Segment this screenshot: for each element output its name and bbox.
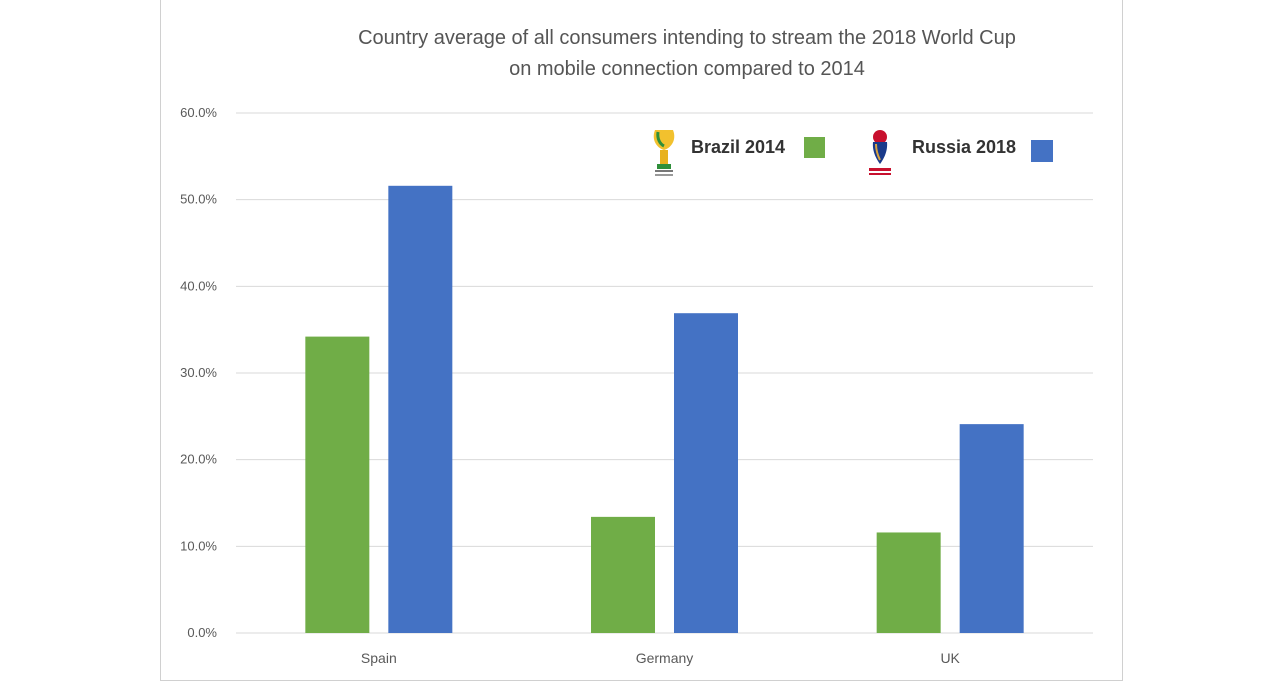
y-tick-label: 40.0% (180, 278, 217, 293)
chart-title-line-1: Country average of all consumers intendi… (358, 27, 1016, 49)
legend-swatch-russia-2018 (1031, 140, 1053, 162)
y-tick-label: 20.0% (180, 452, 217, 467)
y-tick-label: 10.0% (180, 538, 217, 553)
x-category-label-spain: Spain (361, 650, 397, 666)
bar-spain-russia-2018 (388, 185, 453, 634)
legend-label-russia-2018: Russia 2018 (912, 137, 1016, 157)
x-axis-category-labels: Spain Germany UK (361, 650, 961, 666)
chart-title-line-2: on mobile connection compared to 2014 (509, 58, 865, 80)
gridlines (236, 112, 1093, 634)
x-category-label-germany: Germany (636, 650, 694, 666)
bars (305, 185, 1024, 634)
legend: Brazil 2014 Russia 2018 (653, 130, 1053, 176)
bar-germany-russia-2018 (674, 313, 738, 633)
legend-label-brazil-2014: Brazil 2014 (691, 137, 785, 157)
y-tick-label: 0.0% (187, 625, 217, 640)
chart-frame: Country average of all consumers intendi… (160, 0, 1123, 681)
bar-uk-brazil-2014 (876, 532, 941, 633)
bar-uk-russia-2018 (959, 424, 1024, 633)
x-category-label-uk: UK (940, 650, 960, 666)
y-tick-label: 30.0% (180, 365, 217, 380)
brazil-2014-logo-icon (653, 130, 675, 176)
legend-swatch-brazil-2014 (804, 137, 825, 158)
bar-spain-brazil-2014 (305, 336, 370, 633)
chart-title: Country average of all consumers intendi… (358, 27, 1016, 80)
bar-germany-brazil-2014 (591, 516, 655, 633)
y-axis-tick-labels: 0.0% 10.0% 20.0% 30.0% 40.0% 50.0% 60.0% (180, 105, 217, 640)
y-tick-label: 60.0% (180, 105, 217, 120)
russia-2018-logo-icon (869, 130, 891, 175)
y-tick-label: 50.0% (180, 192, 217, 207)
bar-chart: Country average of all consumers intendi… (180, 27, 1093, 666)
